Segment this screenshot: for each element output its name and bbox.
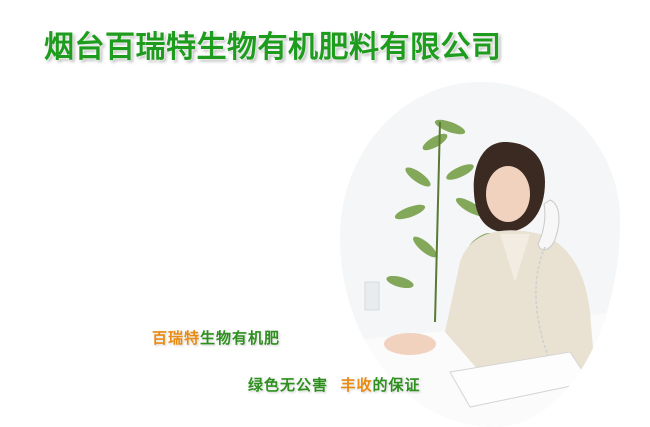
slogan-harvest: 丰收 [340,376,373,394]
slogan-brand: 百瑞特 [152,329,201,347]
slogan-line-1: 百瑞特生物有机肥 [152,327,280,348]
slogan-product: 生物有机肥 [200,329,281,347]
slogan-green-free: 绿色无公害 [248,376,329,394]
slogan-line-2: 绿色无公害 丰收的保证 [248,374,421,395]
company-title: 烟台百瑞特生物有机肥料有限公司 [44,30,502,65]
slogan-guarantee: 的保证 [372,376,421,394]
